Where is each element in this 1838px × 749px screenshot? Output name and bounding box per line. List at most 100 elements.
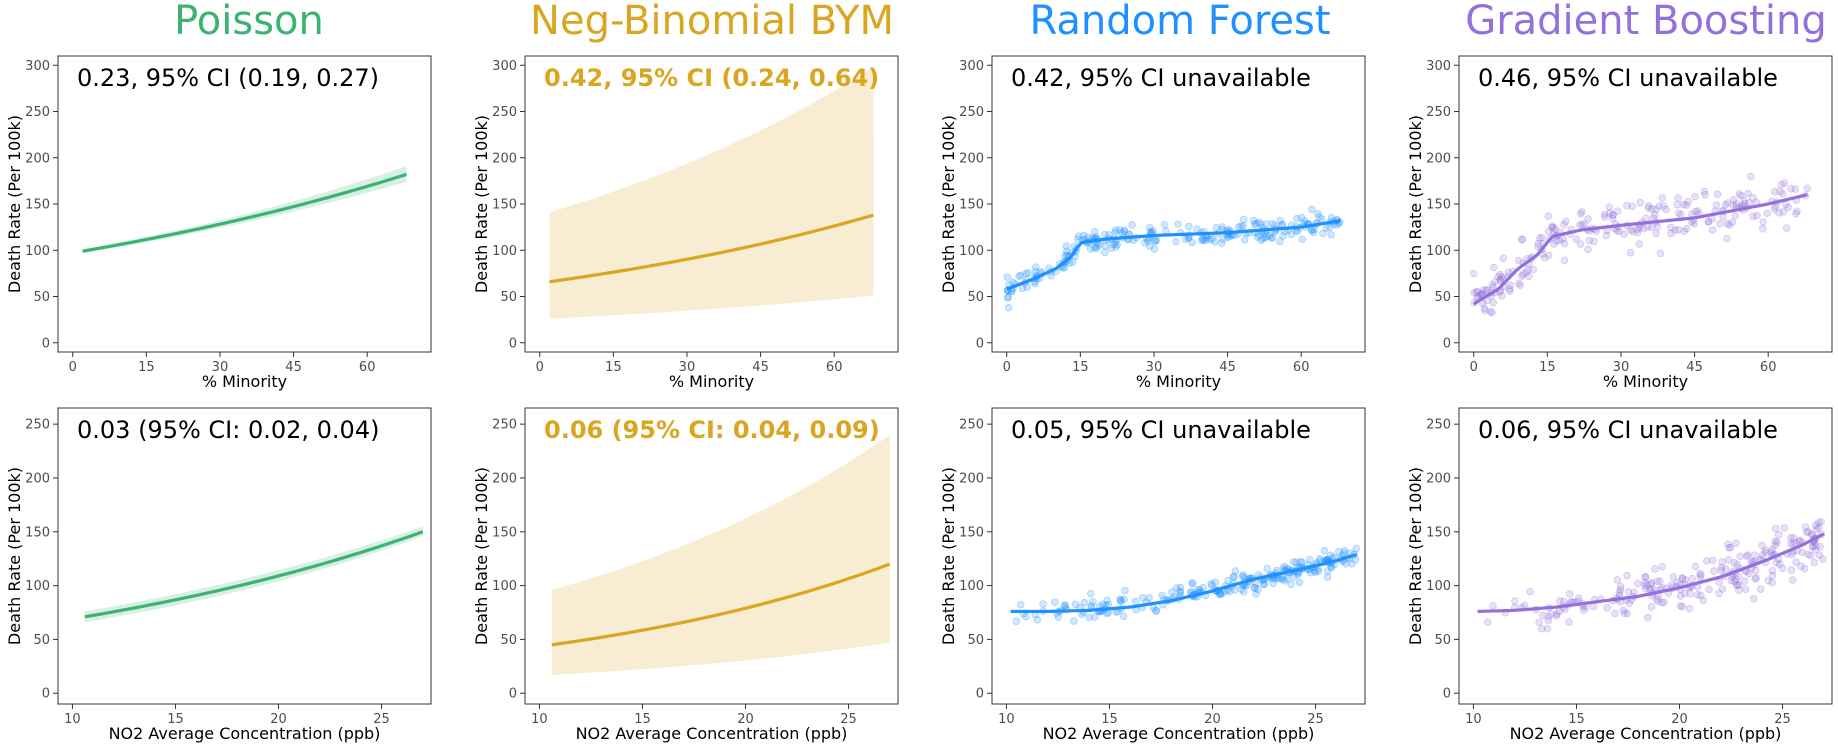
scatter-point [1496, 276, 1505, 285]
y-tick-label: 200 [959, 151, 984, 166]
scatter-point [1602, 231, 1611, 240]
scatter-point [1544, 616, 1552, 625]
y-tick-label: 300 [959, 59, 984, 74]
x-tick-label: 45 [1219, 360, 1236, 375]
scatter-point [1327, 563, 1336, 572]
y-tick-label: 50 [1434, 290, 1451, 305]
scatter-point [1188, 238, 1196, 247]
scatter-point [1678, 574, 1687, 583]
scatter-point [1623, 201, 1631, 210]
scatter-point [1511, 597, 1519, 605]
x-axis-label: % Minority [1136, 372, 1221, 391]
scatter-point [1003, 294, 1012, 302]
y-tick-label: 150 [492, 198, 517, 213]
scatter-point [1289, 558, 1298, 566]
scatter-point [1716, 220, 1724, 228]
scatter-point [1681, 576, 1689, 584]
scatter-point [1626, 248, 1635, 257]
y-tick-label: 50 [967, 290, 984, 305]
scatter-point [1761, 546, 1770, 554]
scatter-point [1340, 546, 1349, 555]
scatter-point [1731, 212, 1740, 220]
scatter-point [1725, 544, 1733, 552]
y-axis-label: Death Rate (Per 100k) [472, 115, 491, 293]
scatter-point [1538, 233, 1546, 242]
x-axis-label: NO2 Average Concentration (ppb) [1510, 724, 1782, 743]
scatter-point [1518, 272, 1526, 280]
scatter-point [1768, 545, 1777, 554]
scatter-point [1710, 567, 1718, 575]
scatter-point [1789, 534, 1798, 542]
scatter-point [1218, 223, 1226, 231]
scatter-point [1516, 281, 1524, 289]
scatter-point [1176, 587, 1184, 596]
confidence-band [551, 434, 890, 675]
x-tick-label: 10 [1465, 712, 1482, 727]
scatter-point [1261, 234, 1269, 242]
scatter-point [1747, 172, 1755, 181]
scatter-point [1238, 572, 1246, 581]
y-tick-label: 100 [959, 244, 984, 259]
scatter-point [1268, 233, 1276, 242]
scatter-point [1091, 613, 1099, 621]
scatter-point [1590, 237, 1598, 246]
scatter-point [1320, 546, 1329, 555]
scatter-point [1642, 573, 1650, 581]
scatter-point [1295, 578, 1304, 587]
x-tick-label: 30 [1146, 360, 1163, 375]
y-tick-label: 100 [1426, 579, 1451, 594]
scatter-point [1112, 243, 1120, 251]
scatter-point [1600, 210, 1609, 219]
panel-border [991, 55, 1366, 353]
scatter-point [1080, 599, 1089, 607]
scatter-point [1751, 575, 1759, 583]
scatter-point [1815, 524, 1823, 532]
column-title-3: Random Forest [1029, 0, 1330, 44]
scatter-point [1797, 562, 1805, 571]
scatter-point [1774, 530, 1783, 539]
y-axis-label: Death Rate (Per 100k) [1406, 115, 1425, 293]
scatter-point [1327, 230, 1335, 239]
scatter-point [1307, 226, 1316, 234]
scatter-point [1756, 585, 1765, 593]
scatter-point [1633, 228, 1642, 237]
y-tick-label: 100 [25, 579, 50, 594]
scatter-point [1732, 539, 1740, 547]
scatter-point [1584, 215, 1592, 223]
scatter-point [1525, 272, 1533, 280]
scatter-point [1496, 275, 1505, 284]
scatter-point [1237, 585, 1246, 594]
y-axis-label: Death Rate (Per 100k) [939, 467, 958, 645]
scatter-point [1651, 565, 1659, 573]
y-tick-label: 50 [33, 633, 50, 648]
scatter-point [1704, 217, 1713, 226]
scatter-point [1613, 207, 1622, 215]
scatter-point [1494, 272, 1502, 281]
scatter-point [1776, 187, 1784, 196]
y-tick-label: 250 [492, 105, 517, 120]
scatter-point [1229, 572, 1238, 581]
scatter-point [1031, 279, 1039, 288]
scatter-point [1736, 552, 1744, 561]
scatter-point [1022, 269, 1030, 278]
scatter-point [1759, 225, 1767, 233]
scatter-point [1287, 580, 1295, 588]
scatter-point [1601, 213, 1609, 221]
scatter-point [1688, 575, 1696, 583]
scatter-point [1116, 595, 1124, 603]
scatter-point [1674, 194, 1682, 202]
x-tick-label: 10 [64, 712, 81, 727]
scatter-point [1628, 227, 1637, 236]
scatter-point [1015, 272, 1023, 280]
scatter-point [1611, 609, 1619, 618]
scatter-point [1323, 567, 1332, 575]
scatter-point [1218, 589, 1226, 598]
scatter-point [1817, 518, 1825, 526]
scatter-point [1292, 558, 1300, 567]
scatter-point [1691, 562, 1700, 571]
scatter-point [1697, 571, 1705, 579]
scatter-point [1506, 281, 1515, 290]
scatter-point [1560, 239, 1569, 248]
